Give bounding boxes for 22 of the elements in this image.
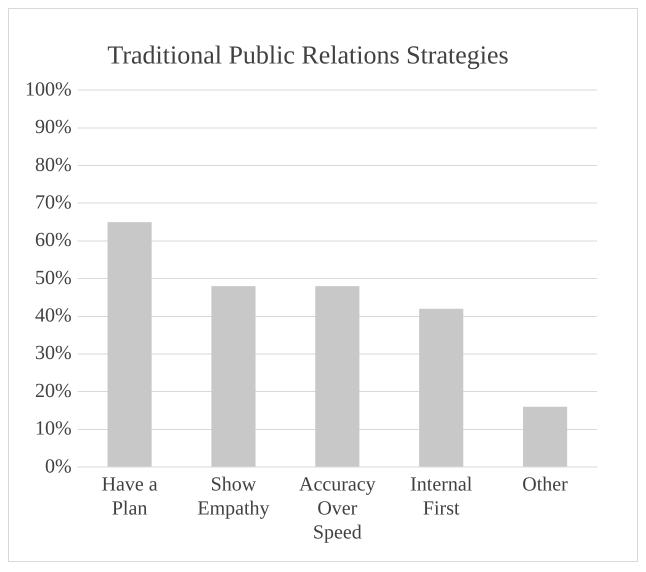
bar <box>108 222 152 466</box>
bar <box>315 286 360 466</box>
y-tick-label: 30% <box>34 342 72 364</box>
x-tick-label: Other <box>522 473 568 496</box>
chart-title: Traditional Public Relations Strategies <box>107 40 509 70</box>
y-tick-label: 80% <box>34 154 72 176</box>
x-tick-label: Internal First <box>410 473 473 520</box>
bar <box>419 308 464 466</box>
bar <box>211 286 256 466</box>
y-tick-label: 0% <box>44 455 72 478</box>
x-tick-label: Have a Plan <box>102 473 158 520</box>
y-tick-label: 20% <box>34 380 72 402</box>
y-tick-label: 90% <box>34 116 72 138</box>
y-tick-label: 10% <box>34 418 72 440</box>
y-tick-label: 100% <box>24 78 72 100</box>
x-tick-label: Show Empathy <box>197 473 270 520</box>
x-tick-label: Accuracy Over Speed <box>299 473 376 544</box>
bar <box>522 406 568 466</box>
y-tick-label: 50% <box>34 266 72 289</box>
y-tick-label: 40% <box>34 304 72 327</box>
y-tick-label: 70% <box>34 191 72 214</box>
y-tick-label: 60% <box>34 229 72 252</box>
